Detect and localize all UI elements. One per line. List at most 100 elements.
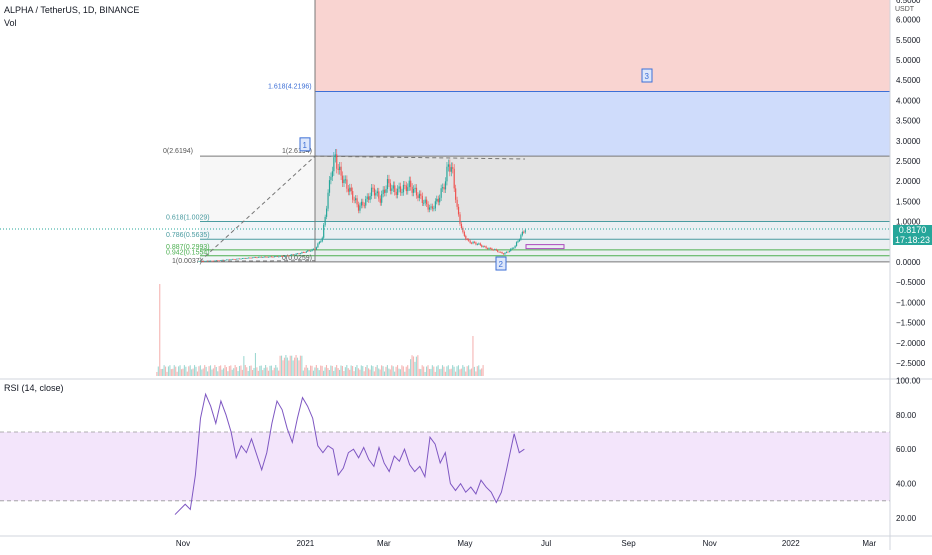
candle-body xyxy=(325,217,326,225)
volume-bar xyxy=(414,362,415,376)
marker-label-2: 2 xyxy=(499,260,504,269)
current-price-value: 0.8170 xyxy=(893,225,932,235)
volume-bar xyxy=(454,367,455,376)
candle-body xyxy=(461,224,462,228)
volume-bar xyxy=(162,369,163,376)
volume-bar xyxy=(327,368,328,376)
volume-bar xyxy=(407,365,408,376)
candle-body xyxy=(375,193,376,195)
volume-bar xyxy=(307,368,308,376)
volume-bar xyxy=(203,368,204,376)
volume-bar xyxy=(271,366,272,376)
candle-body xyxy=(478,243,479,244)
candle-body xyxy=(200,261,201,262)
volume-bar xyxy=(387,365,388,376)
candle-body xyxy=(341,167,342,176)
candle-body xyxy=(240,259,241,260)
volume-bar xyxy=(339,370,340,376)
volume-bar xyxy=(280,356,281,376)
price-tick: 3.5000 xyxy=(896,117,921,126)
volume-bar xyxy=(474,367,475,376)
volume-bar xyxy=(429,369,430,376)
volume-bar xyxy=(368,368,369,376)
volume-bar xyxy=(262,370,263,376)
candle-body xyxy=(501,252,502,253)
candle-body xyxy=(400,186,401,192)
candle-body xyxy=(507,252,508,253)
candle-body xyxy=(399,186,400,188)
volume-bar xyxy=(403,366,404,376)
volume-bar xyxy=(156,372,157,376)
candle-body xyxy=(413,189,414,193)
volume-bar xyxy=(416,357,417,376)
volume-bar xyxy=(364,371,365,376)
volume-bar xyxy=(175,367,176,376)
volume-bar xyxy=(439,369,440,376)
candle-body xyxy=(525,230,526,232)
candle-body xyxy=(397,189,398,195)
volume-bar xyxy=(227,371,228,376)
volume-bar xyxy=(398,369,399,376)
volume-bar xyxy=(264,368,265,376)
volume-bar xyxy=(314,367,315,376)
volume-bar xyxy=(161,369,162,376)
candle-body xyxy=(520,235,521,240)
candle-body xyxy=(258,257,259,258)
candle-body xyxy=(297,253,298,254)
volume-bar xyxy=(171,369,172,376)
candle-body xyxy=(394,185,395,192)
volume-bar xyxy=(177,372,178,376)
candle-body xyxy=(284,256,285,257)
volume-bar xyxy=(352,366,353,376)
price-tick: −1.0000 xyxy=(896,298,926,307)
candle-body xyxy=(433,208,434,209)
candle-body xyxy=(214,261,215,262)
price-tick: −0.5000 xyxy=(896,278,926,287)
volume-bar xyxy=(443,367,444,376)
volume-bar xyxy=(166,372,167,376)
volume-bar xyxy=(425,372,426,376)
candle-body xyxy=(391,188,392,190)
candle-body xyxy=(512,248,513,249)
volume-bar xyxy=(412,355,413,376)
candle-body xyxy=(458,207,459,215)
volume-bar xyxy=(181,369,182,376)
candle-body xyxy=(293,254,294,255)
volume-bar xyxy=(481,368,482,376)
candle-body xyxy=(496,249,497,250)
price-tick: 5.0000 xyxy=(896,56,921,65)
volume-bar xyxy=(323,371,324,376)
candle-body xyxy=(203,261,204,262)
volume-bar xyxy=(456,366,457,376)
candle-body xyxy=(374,188,375,195)
volume-bar xyxy=(293,360,294,376)
volume-bar xyxy=(242,370,243,376)
candle-body xyxy=(274,256,275,257)
volume-bar xyxy=(265,365,266,376)
volume-bar xyxy=(445,372,446,376)
candle-body xyxy=(259,257,260,258)
volume-bar xyxy=(206,367,207,376)
candle-body xyxy=(343,180,344,184)
volume-bar xyxy=(371,365,372,376)
volume-bar xyxy=(335,367,336,376)
candle-body xyxy=(277,256,278,257)
volume-bar xyxy=(267,367,268,376)
volume-bar xyxy=(290,356,291,376)
candle-body xyxy=(494,249,495,250)
candle-body xyxy=(464,232,465,236)
candle-body xyxy=(319,242,320,244)
volume-bar xyxy=(229,366,230,376)
volume-bar xyxy=(190,365,191,376)
candle-body xyxy=(417,195,418,198)
volume-bar xyxy=(259,366,260,376)
price-tick: −2.5000 xyxy=(896,359,926,368)
fib-zone-red xyxy=(315,0,890,92)
candle-body xyxy=(510,249,511,251)
volume-bar xyxy=(204,365,205,376)
candle-body xyxy=(275,256,276,257)
fib-label-1b: 1(0.0037) xyxy=(172,258,202,265)
volume-bar xyxy=(338,368,339,376)
